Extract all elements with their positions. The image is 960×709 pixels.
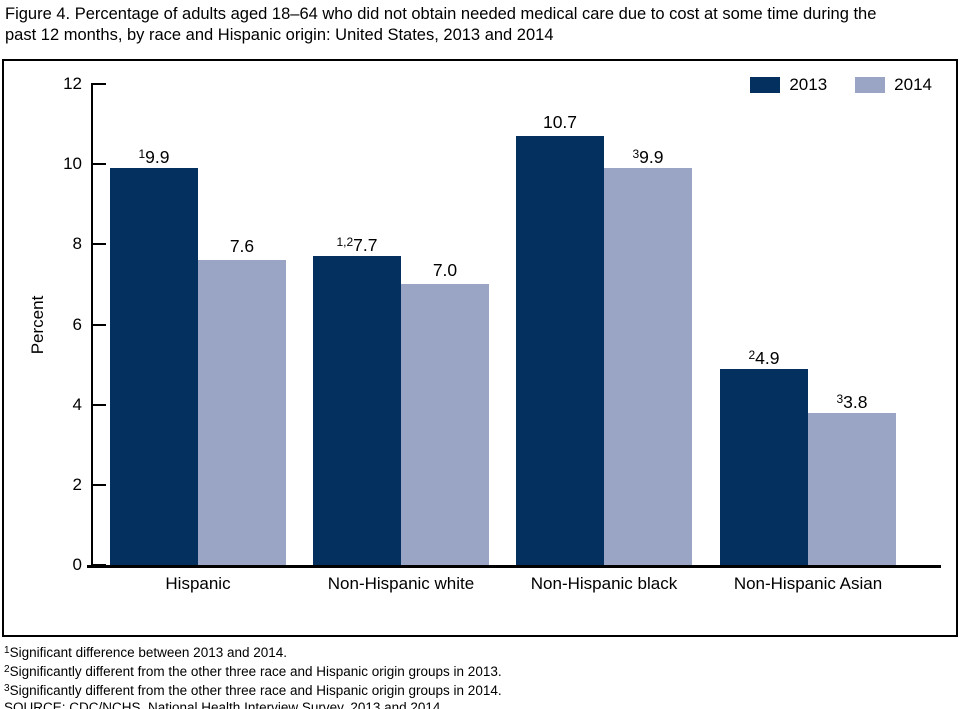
category-label-non-hispanic-white: Non-Hispanic white (327, 574, 475, 593)
footnote-line-2: 2Significantly different from the other … (4, 664, 502, 679)
value-superscript: 1 (138, 147, 146, 161)
y-tick-label: 2 (72, 474, 82, 494)
bar-value-label-2013-hispanic: 19.9 (138, 147, 170, 167)
y-axis-line (91, 84, 93, 568)
legend-swatch-2014 (855, 76, 886, 93)
legend: 2013 2014 (722, 76, 932, 93)
legend-item-2013: 2013 (750, 76, 827, 93)
bar-2013-non-hispanic-asian (720, 369, 808, 565)
footnote-line-3: 3Significantly different from the other … (4, 683, 502, 698)
bar-value-label-2014-hispanic: 7.6 (229, 236, 255, 256)
category-label-non-hispanic-black: Non-Hispanic black (530, 574, 678, 593)
figure-title-line-2: past 12 months, by race and Hispanic ori… (5, 26, 554, 44)
value-superscript: 3 (632, 147, 640, 161)
chart-frame: 2013 2014 Percent 0 2 4 6 8 10 12 19.9 7.6 Hispani… (2, 59, 958, 637)
bar-2013-hispanic (110, 168, 198, 565)
value-superscript: 2 (748, 348, 756, 362)
footnote-line-4: SOURCE: CDC/NCHS, National Health Interv… (4, 700, 445, 709)
figure-title: Figure 4. Percentage of adults aged 18–6… (5, 4, 955, 46)
plot-area: 0 2 4 6 8 10 12 19.9 7.6 Hispanic 1,27.7 7.0 Non-His… (4, 61, 956, 635)
y-axis-tick (91, 83, 106, 85)
y-axis-tick (91, 483, 106, 486)
category-label-non-hispanic-asian: Non-Hispanic Asian (733, 574, 883, 593)
y-tick-label: 6 (72, 314, 82, 334)
x-axis-line (87, 565, 941, 568)
y-axis-tick (91, 163, 106, 166)
bar-2014-non-hispanic-asian (808, 413, 896, 565)
bar-value-label-2013-non-hispanic-black: 10.7 (542, 112, 578, 132)
footnote-superscript: 2 (4, 664, 10, 675)
bar-2014-hispanic (198, 260, 286, 565)
footnote-superscript: 1 (4, 645, 10, 656)
bar-value-label-2013-non-hispanic-asian: 24.9 (748, 348, 780, 368)
bar-2013-non-hispanic-black (516, 136, 604, 565)
value-superscript: 1,2 (336, 235, 354, 249)
bar-value-label-2014-non-hispanic-white: 7.0 (432, 260, 458, 280)
figure-title-line-1: Figure 4. Percentage of adults aged 18–6… (5, 5, 877, 23)
category-label-hispanic: Hispanic (165, 574, 231, 593)
legend-item-2014: 2014 (855, 76, 932, 93)
y-tick-label: 8 (72, 234, 82, 254)
footnote-superscript: 3 (4, 683, 10, 694)
y-axis-tick (91, 403, 106, 406)
value-superscript: 3 (836, 392, 844, 406)
bar-2013-non-hispanic-white (313, 256, 401, 565)
y-axis-tick (91, 243, 106, 246)
bar-2014-non-hispanic-white (401, 284, 489, 565)
bar-value-label-2013-non-hispanic-white: 1,27.7 (336, 235, 378, 255)
footnote-line-1: 1Significant difference between 2013 and… (4, 645, 288, 660)
y-axis-tick (91, 323, 106, 326)
bar-value-label-2014-non-hispanic-asian: 33.8 (836, 392, 868, 412)
y-tick-label: 4 (72, 394, 82, 414)
y-tick-label: 10 (63, 154, 82, 174)
bar-value-label-2014-non-hispanic-black: 39.9 (632, 147, 664, 167)
y-tick-label: 12 (63, 74, 82, 93)
bar-2014-non-hispanic-black (604, 168, 692, 565)
legend-swatch-2013 (750, 76, 781, 93)
legend-label-2014: 2014 (894, 75, 932, 94)
y-tick-label: 0 (72, 555, 82, 574)
legend-label-2013: 2013 (789, 75, 828, 94)
footnotes: 1Significant difference between 2013 and… (4, 642, 954, 709)
